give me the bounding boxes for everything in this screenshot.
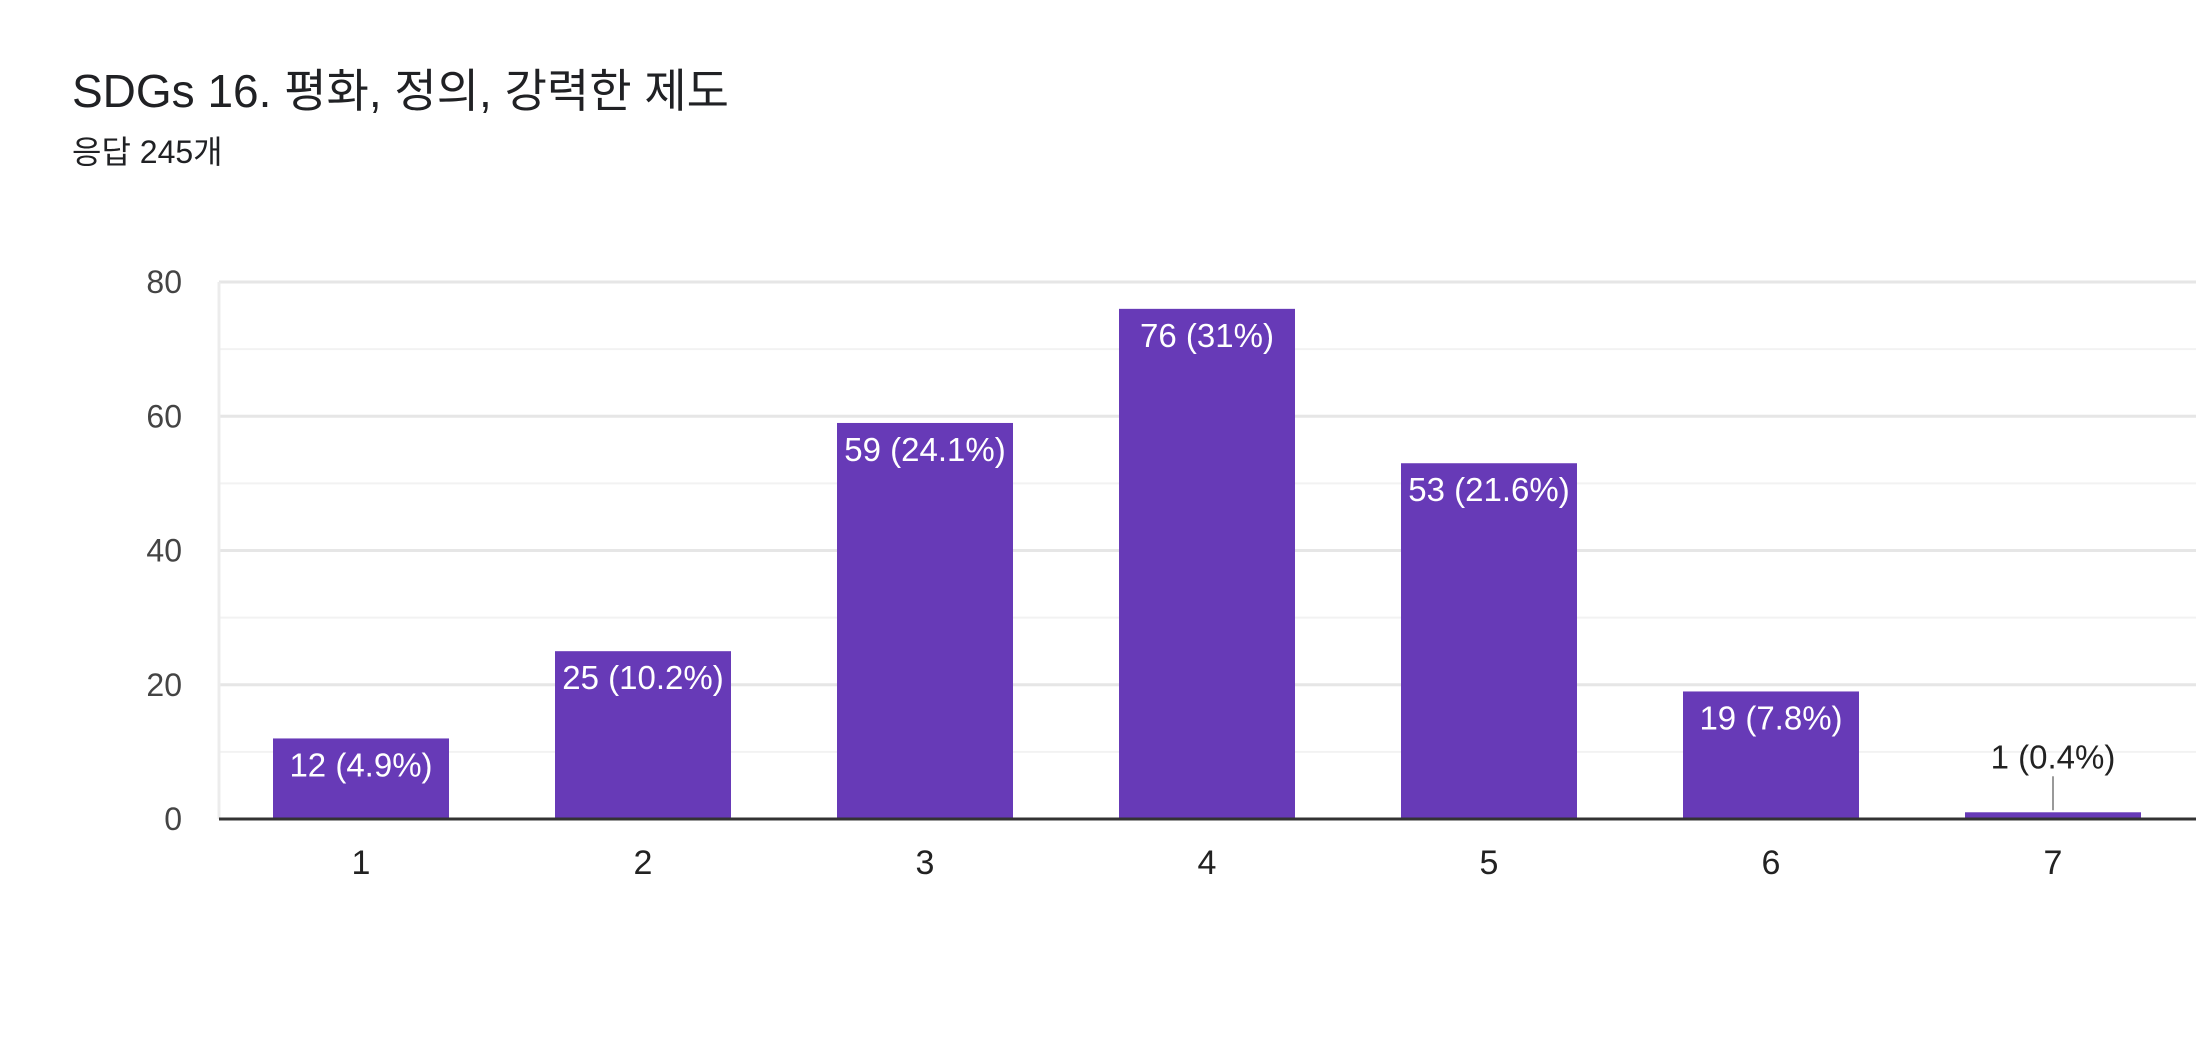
y-tick-label: 80 <box>146 264 182 300</box>
x-tick-label: 6 <box>1762 844 1781 882</box>
bar <box>1401 463 1577 819</box>
bar <box>837 422 1013 819</box>
chart-title: SDGs 16. 평화, 정의, 강력한 제도 <box>72 65 729 117</box>
bar <box>1965 812 2141 819</box>
data-label: 59 (24.1%) <box>844 431 1005 468</box>
bar <box>555 651 731 819</box>
bar <box>1683 691 1859 819</box>
response-count: 응답 245개 <box>72 133 223 170</box>
x-tick-label: 5 <box>1480 844 1499 882</box>
chart-header: SDGs 16. 평화, 정의, 강력한 제도 응답 245개 <box>72 66 729 173</box>
bar <box>273 738 449 819</box>
y-tick-label: 40 <box>146 533 182 569</box>
data-label: 19 (7.8%) <box>1699 699 1842 736</box>
data-label: 12 (4.9%) <box>289 746 432 783</box>
data-label: 76 (31%) <box>1140 317 1274 354</box>
y-tick-label: 20 <box>146 667 182 703</box>
y-tick-label: 60 <box>146 398 182 434</box>
x-tick-label: 3 <box>916 844 935 882</box>
x-tick-label: 7 <box>2044 844 2063 882</box>
data-label: 25 (10.2%) <box>562 659 723 696</box>
data-label: 53 (21.6%) <box>1408 471 1569 508</box>
y-tick-label: 0 <box>164 801 182 837</box>
x-tick-label: 1 <box>352 844 371 882</box>
x-tick-label: 2 <box>634 844 653 882</box>
data-label: 1 (0.4%) <box>1991 738 2116 775</box>
x-tick-label: 4 <box>1198 844 1217 882</box>
bar <box>1119 308 1295 819</box>
